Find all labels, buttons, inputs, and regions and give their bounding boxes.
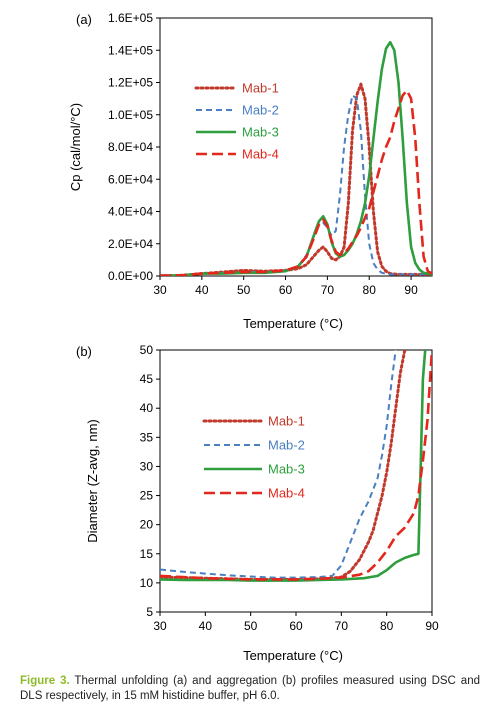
x-tick-label: 80 — [363, 283, 377, 297]
legend-label: Mab-3 — [268, 462, 305, 477]
panel-label: (b) — [76, 344, 92, 359]
x-tick-label: 50 — [244, 619, 258, 633]
legend-label: Mab-1 — [242, 81, 279, 96]
y-tick-label: 45 — [140, 372, 154, 386]
caption-text: Thermal unfolding (a) and aggregation (b… — [20, 675, 480, 702]
x-tick-label: 80 — [380, 619, 394, 633]
x-tick-label: 60 — [289, 619, 303, 633]
x-tick-label: 90 — [425, 619, 439, 633]
series-line-mab-1 — [160, 82, 432, 276]
x-tick-label: 60 — [279, 283, 293, 297]
panel-label: (a) — [76, 12, 92, 27]
y-tick-label: 40 — [140, 401, 154, 415]
x-tick-label: 30 — [153, 619, 167, 633]
x-tick-label: 40 — [199, 619, 213, 633]
y-tick-label: 1.6E+05 — [108, 11, 153, 25]
series-line-mab-2 — [160, 350, 397, 579]
x-tick-label: 70 — [335, 619, 349, 633]
y-tick-label: 8.0E+04 — [108, 140, 153, 154]
legend-label: Mab-3 — [242, 125, 279, 140]
series-line-mab-2 — [160, 94, 432, 276]
y-tick-label: 0.0E+00 — [108, 269, 153, 283]
y-tick-label: 4.0E+04 — [108, 205, 153, 219]
y-tick-label: 2.0E+04 — [108, 237, 153, 251]
x-tick-label: 40 — [195, 283, 209, 297]
y-tick-label: 35 — [140, 430, 154, 444]
x-axis-label: Temperature (°C) — [243, 316, 343, 331]
chart-panel-b: (b) 30 40 50 60 70 80 90 5 10 15 20 25 30 35 40 45 50 Temp… — [76, 343, 439, 663]
x-tick-label: 90 — [404, 283, 418, 297]
y-tick-label: 1.0E+05 — [108, 108, 153, 122]
figure-canvas: (a) 30 40 50 60 70 80 90 0.0E+00 2.0E+04 4.0E+04 6.… — [68, 11, 439, 663]
caption-lead: Figure 3. — [20, 675, 70, 687]
chart-panel-a: (a) 30 40 50 60 70 80 90 0.0E+00 2.0E+04 4.0E+04 6.… — [68, 11, 433, 331]
x-tick-label: 30 — [153, 283, 167, 297]
y-tick-label: 1.4E+05 — [108, 43, 153, 57]
y-axis-label: Diameter (Z-avg, nm) — [85, 419, 100, 543]
figure-caption: Figure 3. Thermal unfolding (a) and aggr… — [20, 674, 480, 704]
legend: Mab-1 Mab-2 Mab-3 Mab-4 — [202, 414, 305, 501]
y-tick-label: 15 — [140, 547, 154, 561]
legend-label: Mab-4 — [268, 486, 305, 501]
legend-label: Mab-1 — [268, 414, 305, 429]
legend-label: Mab-2 — [242, 103, 279, 118]
series-line-mab-4 — [160, 89, 432, 276]
y-tick-label: 30 — [140, 459, 154, 473]
series-line-mab-3 — [160, 40, 432, 276]
y-tick-label: 10 — [140, 576, 154, 590]
legend: Mab-1 Mab-2 Mab-3 Mab-4 — [194, 81, 279, 162]
y-axis-label: Cp (cal/mol/°C) — [68, 103, 83, 191]
plot-frame — [159, 17, 433, 277]
y-tick-label: 6.0E+04 — [108, 172, 153, 186]
y-tick-label: 1.2E+05 — [108, 76, 153, 90]
y-tick-label: 25 — [140, 489, 154, 503]
y-tick-label: 50 — [140, 343, 154, 357]
y-tick-label: 5 — [146, 605, 153, 619]
legend-label: Mab-4 — [242, 147, 279, 162]
y-tick-label: 20 — [140, 518, 154, 532]
legend-label: Mab-2 — [268, 438, 305, 453]
x-axis-label: Temperature (°C) — [243, 648, 343, 663]
series-line-mab-4 — [160, 350, 432, 581]
x-tick-label: 70 — [321, 283, 335, 297]
x-tick-label: 50 — [237, 283, 251, 297]
